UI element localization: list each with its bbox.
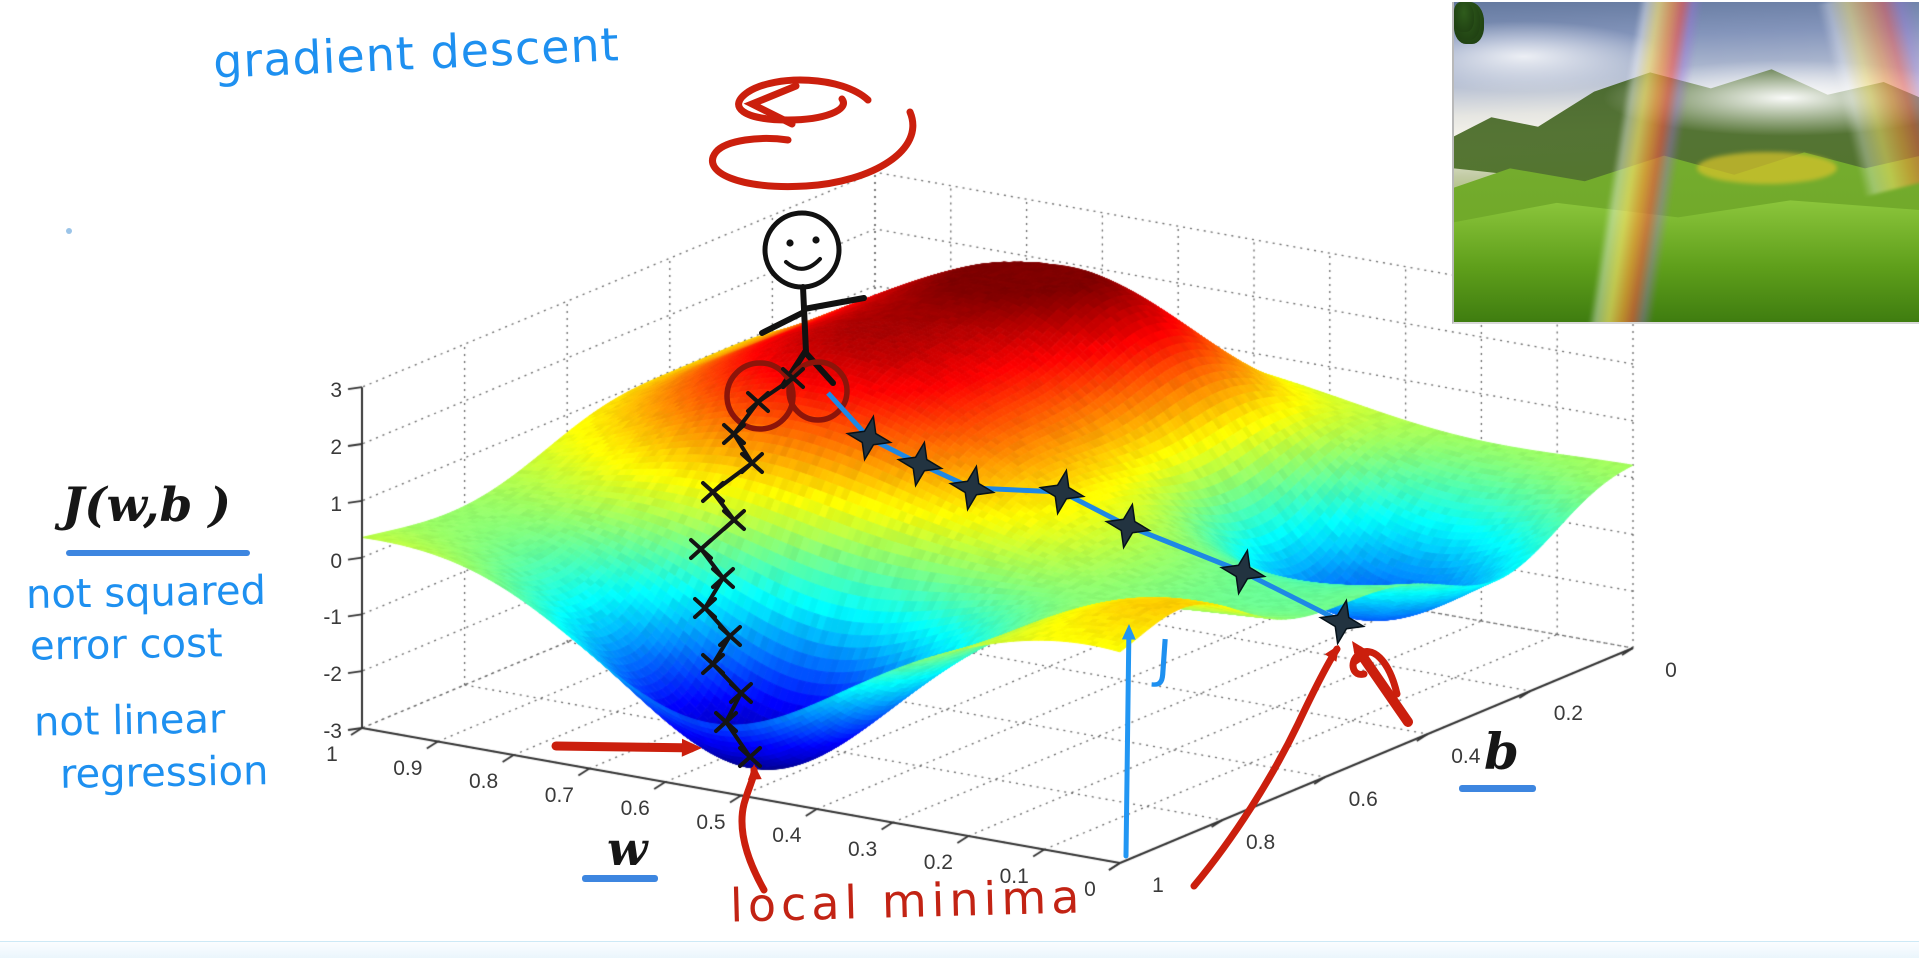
stick-figure-eye: [812, 236, 819, 243]
lecture-slide: 1 0.9 0.8 0.7 0.6 0.5 0.4 0.3 0.2 0.1 0 1 0.8 0.6 0.4 0…: [0, 0, 1919, 958]
local-minima-label: local minima: [729, 869, 1085, 932]
star-marker: [1106, 504, 1149, 547]
stick-figure-eye: [786, 239, 793, 246]
w-label-underline: [582, 875, 658, 882]
note-not-squared: not squared: [26, 568, 267, 618]
b-axis-label: b: [1484, 722, 1519, 781]
note-error-cost: error cost: [30, 620, 223, 669]
star-marker: [1320, 600, 1363, 643]
arrow-local-min-1-head: [682, 739, 702, 757]
photo-meadow: [1454, 200, 1919, 322]
player-bottom-strip: [0, 941, 1919, 958]
note-not-linear: not linear: [34, 696, 226, 745]
photo-tree: [1454, 2, 1474, 32]
gradient-descent-path-2: [828, 393, 1342, 622]
star-marker: [1040, 470, 1083, 513]
cost-function-formula: J(w,b ): [62, 478, 231, 533]
arrow-j-head: [1122, 624, 1136, 640]
arrow-local-min-1: [556, 746, 691, 748]
arrow-curve-local-min-2: [1194, 649, 1337, 886]
w-axis-label: w: [607, 822, 647, 877]
star-marker: [898, 442, 941, 485]
star-marker: [1221, 550, 1264, 593]
pen-dot: [66, 228, 72, 234]
b-label-underline: [1459, 785, 1536, 792]
formula-underline: [66, 550, 250, 556]
star-marker: [950, 466, 993, 509]
note-regression: regression: [60, 748, 269, 798]
arrow-curve-local-min-1: [742, 770, 764, 890]
arrow-j: [1126, 632, 1129, 856]
rotation-spiral-doodle: [712, 80, 912, 187]
landscape-photo: [1452, 2, 1919, 324]
